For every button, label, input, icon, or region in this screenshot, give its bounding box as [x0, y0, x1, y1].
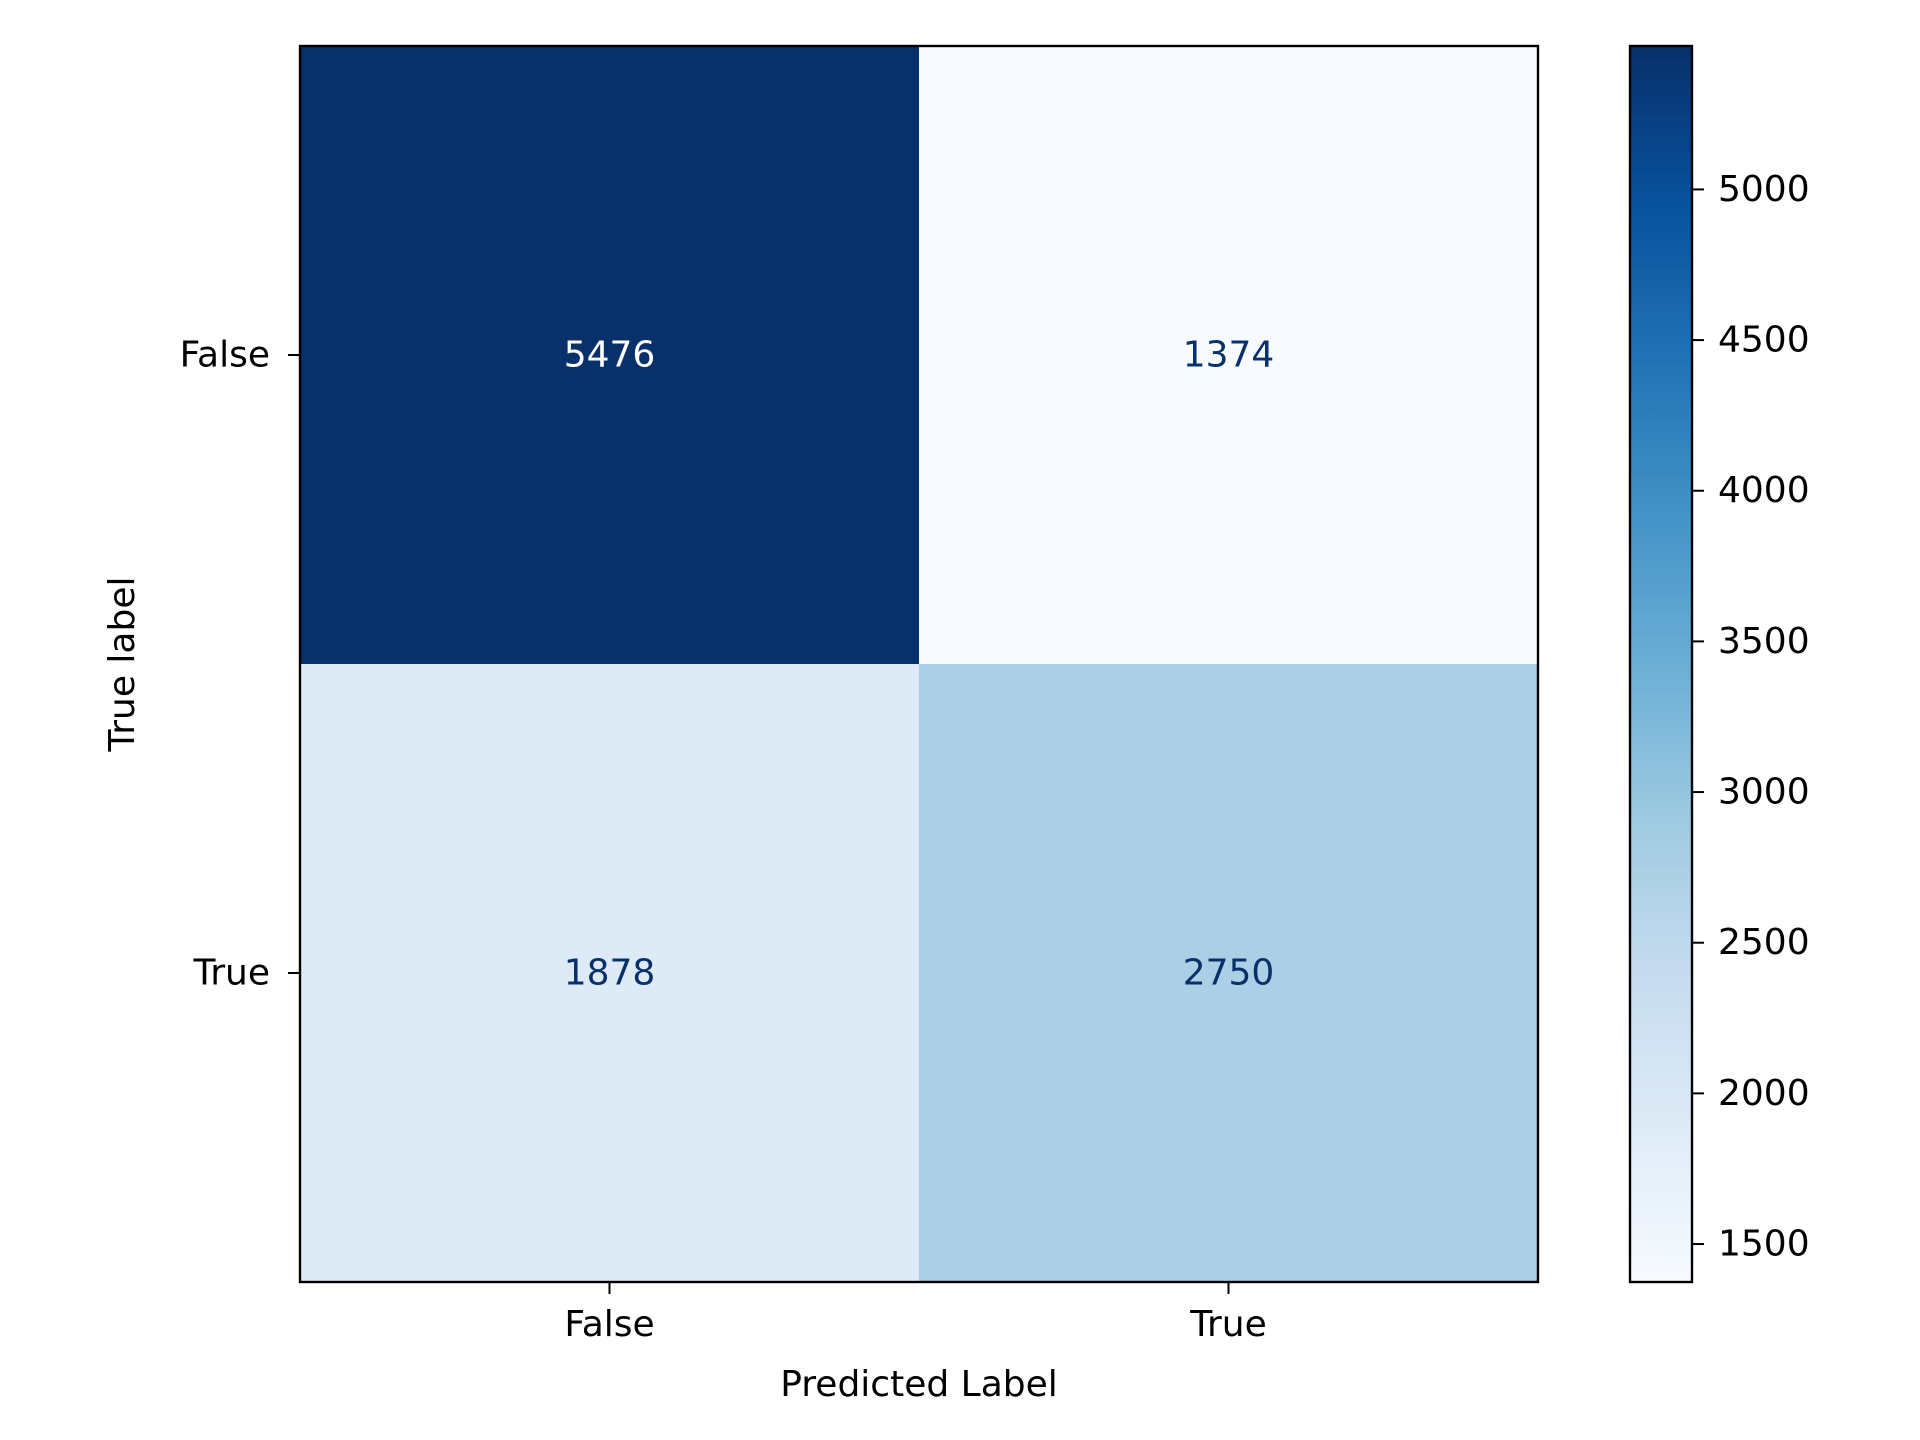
colorbar-ticks: 1500 2000 2500 3000 3500 4000 4500 5000	[1692, 169, 1810, 1265]
colorbar-tick-label: 1500	[1718, 1224, 1810, 1265]
colorbar-tick-label: 4000	[1718, 470, 1810, 511]
cell-value-label: 1878	[564, 953, 656, 994]
colorbar-tick-label: 3500	[1718, 621, 1810, 662]
plot-frame	[298, 44, 1540, 1284]
x-axis-ticks: False True	[564, 1282, 1267, 1345]
colorbar-tick-label: 2000	[1718, 1073, 1810, 1114]
cell-value-label: 2750	[1183, 953, 1275, 994]
cell-value-label: 5476	[564, 335, 656, 376]
heatmap-cell	[300, 664, 920, 1283]
x-tick-label: False	[564, 1304, 654, 1345]
y-axis-label: True label	[102, 577, 143, 753]
colorbar-tick-label: 3000	[1718, 772, 1810, 813]
colorbar-tick-label: 5000	[1718, 169, 1810, 210]
colorbar	[1628, 44, 1694, 1284]
x-axis-label: Predicted Label	[780, 1364, 1058, 1405]
y-tick-label: True	[193, 953, 270, 994]
x-tick-label: True	[1189, 1304, 1266, 1345]
y-tick-label: False	[180, 335, 270, 376]
heatmap-cell	[919, 46, 1539, 665]
heatmap-cells	[300, 46, 1539, 1283]
cell-value-label: 1374	[1183, 335, 1275, 376]
y-axis-ticks: False True	[180, 335, 300, 994]
colorbar-tick-label: 2500	[1718, 922, 1810, 963]
cell-value-labels: 5476 1374 1878 2750	[564, 335, 1275, 994]
heatmap-cell	[919, 664, 1539, 1283]
colorbar-tick-label: 4500	[1718, 320, 1810, 361]
heatmap-cell	[300, 46, 920, 665]
